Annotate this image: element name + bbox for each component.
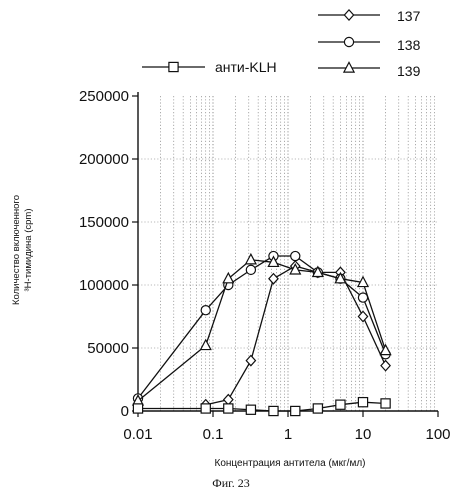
series-line xyxy=(138,402,386,411)
data-point xyxy=(201,306,210,315)
data-point xyxy=(269,406,278,415)
data-point xyxy=(381,399,390,408)
series-3 xyxy=(133,254,391,405)
data-point xyxy=(291,406,300,415)
legend-label: 139 xyxy=(397,63,421,79)
legend: 137 138 139 анти-KLH xyxy=(142,8,421,79)
data-point xyxy=(224,395,233,405)
legend-item-3: 139 xyxy=(318,62,421,79)
legend-marker xyxy=(344,10,353,20)
y-axis-label-line2: ³H-тимидина (cpm) xyxy=(23,209,34,292)
y-tick-label: 50000 xyxy=(87,340,129,357)
data-point xyxy=(336,400,345,409)
data-point xyxy=(313,404,322,413)
x-tick-label: 0.01 xyxy=(123,426,152,443)
plot-axes xyxy=(138,92,438,411)
y-tick-label: 150000 xyxy=(79,214,129,231)
data-point xyxy=(269,274,278,284)
y-tick-label: 0 xyxy=(121,403,129,420)
legend-label: 137 xyxy=(397,8,421,24)
legend-marker xyxy=(344,37,353,46)
data-point xyxy=(223,273,233,283)
data-point xyxy=(381,361,390,371)
legend-label: 138 xyxy=(397,37,421,53)
x-axis-label: Концентрация антитела (мкг/мл) xyxy=(215,458,366,469)
legend-marker xyxy=(344,62,354,72)
legend-marker xyxy=(169,62,178,71)
legend-item-1: 137 xyxy=(318,8,421,24)
y-tick-label: 250000 xyxy=(79,88,129,105)
series-line xyxy=(138,260,386,401)
data-point xyxy=(224,404,233,413)
data-point xyxy=(201,404,210,413)
data-point xyxy=(133,404,142,413)
legend-item-2: 138 xyxy=(318,37,421,53)
data-point xyxy=(246,405,255,414)
data-point xyxy=(246,356,255,366)
data-point xyxy=(246,265,255,274)
x-tick-label: 1 xyxy=(284,426,292,443)
y-tick-label: 200000 xyxy=(79,151,129,168)
y-tick-label: 100000 xyxy=(79,277,129,294)
data-point xyxy=(246,254,256,264)
x-tick-label: 10 xyxy=(355,426,372,443)
data-point xyxy=(358,398,367,407)
legend-item-4: анти-KLH xyxy=(142,59,277,75)
x-tick-label: 100 xyxy=(425,426,450,443)
figure-caption: Фиг. 23 xyxy=(212,476,249,490)
data-point xyxy=(358,293,367,302)
legend-label: анти-KLH xyxy=(215,59,277,75)
data-series xyxy=(133,251,391,415)
x-tick-label: 0.1 xyxy=(203,426,224,443)
data-point xyxy=(291,251,300,260)
data-point xyxy=(201,340,211,350)
series-line xyxy=(138,256,386,398)
axis-ticks: 0 50000 100000 150000 200000 250000 0.01 0.1 1 10… xyxy=(79,88,451,443)
y-axis-label-line1: Количество включенного xyxy=(11,195,22,305)
